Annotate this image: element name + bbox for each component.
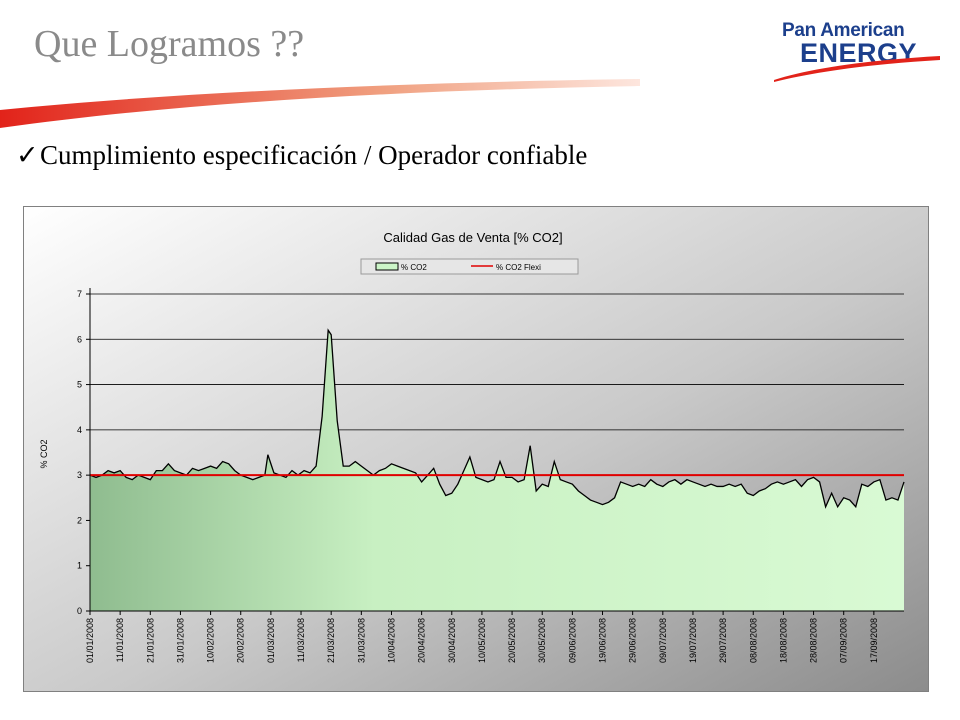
bullet-text: Cumplimiento especificación / Operador c…: [40, 140, 588, 170]
x-tick-label-17: 19/06/2008: [598, 618, 608, 663]
y-tick-label-4: 4: [77, 425, 82, 435]
legend-label-co2: % CO2: [401, 263, 427, 272]
x-tick-label-3: 31/01/2008: [175, 618, 185, 663]
legend-box: [360, 258, 579, 275]
y-axis-label: % CO2: [39, 439, 49, 468]
x-tick-label-0: 01/01/2008: [85, 618, 95, 663]
chart-title: Calidad Gas de Venta [% CO2]: [383, 230, 562, 245]
series-co2-line: [89, 328, 905, 509]
y-tick-label-0: 0: [77, 606, 82, 616]
x-tick-label-4: 10/02/2008: [206, 618, 216, 663]
x-tick-label-5: 20/02/2008: [236, 618, 246, 663]
check-icon: ✓: [16, 140, 39, 170]
x-tick-label-22: 08/08/2008: [748, 618, 758, 663]
x-tick-label-16: 09/06/2008: [567, 618, 577, 663]
x-tick-label-9: 31/03/2008: [356, 618, 366, 663]
logo-line1: Pan American: [782, 20, 905, 41]
legend: % CO2 % CO2 Flexi: [360, 258, 579, 275]
x-tick-label-8: 21/03/2008: [326, 618, 336, 663]
y-tick-label-5: 5: [77, 380, 82, 390]
logo-swoosh: [774, 56, 940, 82]
x-tick-label-14: 20/05/2008: [507, 618, 517, 663]
company-logo: Pan American ENERGY: [770, 16, 950, 86]
chart: Calidad Gas de Venta [% CO2] % CO2 % CO2…: [23, 206, 929, 692]
legend-swatch-co2: [375, 262, 399, 271]
plot-area: 0 1 2 3 4 5 6 7 01/01/2008 11/01/2008 21/01/2008 31…: [77, 288, 905, 663]
x-tick-label-26: 17/09/2008: [869, 618, 879, 663]
x-tick-label-6: 01/03/2008: [266, 618, 276, 663]
x-tick-label-23: 18/08/2008: [778, 618, 788, 663]
chart-svg: Calidad Gas de Venta [% CO2] % CO2 % CO2…: [23, 206, 929, 692]
y-tick-label-1: 1: [77, 561, 82, 571]
x-tick-label-12: 30/04/2008: [447, 618, 457, 663]
x-tick-label-15: 30/05/2008: [537, 618, 547, 663]
y-tick-label-6: 6: [77, 334, 82, 344]
x-tick-label-7: 11/03/2008: [296, 618, 306, 662]
x-tick-label-1: 11/01/2008: [115, 618, 125, 662]
x-tick-label-20: 19/07/2008: [688, 618, 698, 663]
slide-title: Que Logramos ??: [34, 23, 305, 65]
legend-label-flexi: % CO2 Flexi: [496, 263, 541, 272]
x-tick-label-24: 28/08/2008: [809, 618, 819, 663]
x-tick-label-10: 10/04/2008: [386, 618, 396, 663]
x-tick-label-2: 21/01/2008: [145, 618, 155, 663]
y-tick-label-3: 3: [77, 470, 82, 480]
x-tick-label-19: 09/07/2008: [658, 618, 668, 663]
x-tick-label-25: 07/09/2008: [839, 618, 849, 663]
x-tick-label-11: 20/04/2008: [417, 618, 427, 663]
x-tick-label-13: 10/05/2008: [477, 618, 487, 663]
x-tick-label-18: 29/06/2008: [628, 618, 638, 663]
series-co2-area: [90, 330, 904, 611]
y-tick-label-7: 7: [77, 289, 82, 299]
header-swoosh: [0, 79, 640, 128]
y-tick-label-2: 2: [77, 515, 82, 525]
bullet-point: ✓Cumplimiento especificación / Operador …: [16, 140, 587, 171]
x-tick-label-21: 29/07/2008: [718, 618, 728, 663]
